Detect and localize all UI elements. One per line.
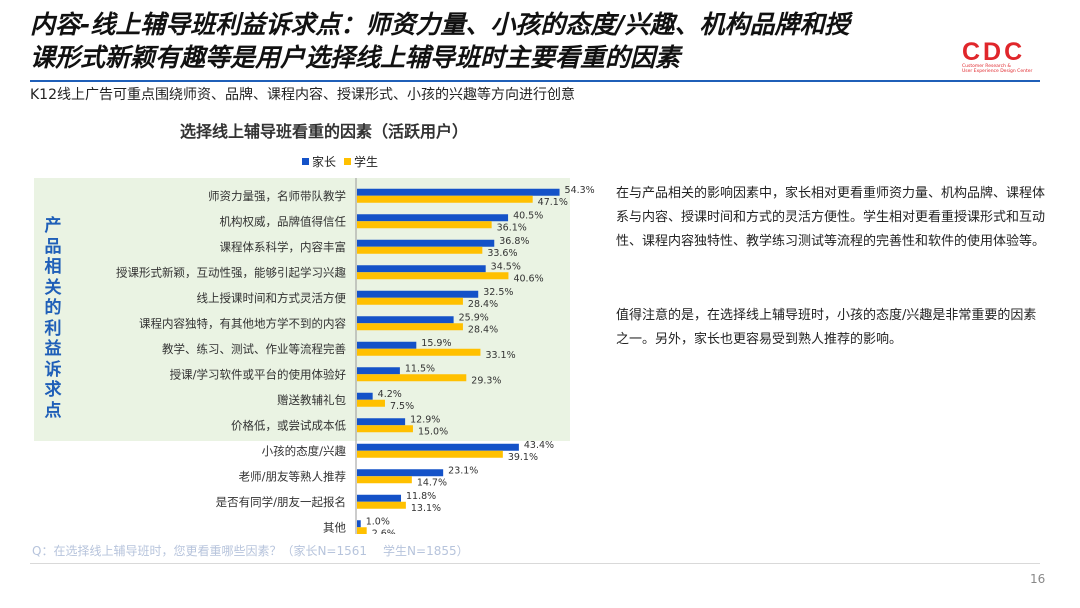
data-label-student: 15.0% (418, 426, 448, 437)
footer-divider (30, 563, 1040, 564)
logo-subtext-1: Customer Research & (962, 64, 1011, 69)
legend-item-parent: 家长 (302, 153, 336, 170)
category-label: 是否有同学/朋友一起报名 (216, 495, 346, 509)
bar-student (357, 272, 509, 280)
data-label-parent: 11.5% (405, 363, 435, 374)
legend-swatch-parent (302, 158, 309, 165)
bar-student (357, 501, 406, 509)
data-label-student: 40.6% (513, 273, 543, 284)
bar-parent (357, 265, 486, 273)
data-label-student: 33.6% (487, 248, 517, 259)
survey-question: Q：在选择线上辅导班时，您更看重哪些因素？（家长N=1561 (32, 544, 368, 558)
bar-student (357, 450, 503, 458)
bar-student (357, 476, 412, 484)
data-label-parent: 1.0% (366, 516, 390, 527)
bar-parent (357, 316, 454, 324)
bar-parent (357, 418, 406, 426)
category-label: 授课形式新颖，互动性强，能够引起学习兴趣 (116, 265, 346, 279)
bar-student (357, 246, 483, 254)
data-label-student: 28.4% (468, 299, 498, 310)
category-label: 线上授课时间和方式灵活方便 (197, 291, 347, 305)
data-label-student: 39.1% (508, 452, 538, 463)
bar-parent (357, 290, 479, 298)
page-title: 内容-线上辅导班利益诉求点：师资力量、小孩的态度/兴趣、机构品牌和授 课形式新颖… (30, 8, 930, 74)
legend-item-student: 学生 (344, 153, 378, 170)
data-label-parent: 36.8% (499, 236, 529, 247)
bar-parent (357, 214, 509, 222)
student-sample-size: 学生N=1855） (383, 544, 469, 558)
data-label-parent: 32.5% (483, 287, 513, 298)
data-label-student: 29.3% (471, 375, 501, 386)
data-label-student: 2.6% (372, 528, 396, 534)
category-label: 师资力量强，名师带队教学 (208, 189, 346, 203)
data-label-student: 33.1% (485, 350, 515, 361)
bar-parent (357, 392, 373, 400)
data-label-parent: 54.3% (565, 185, 595, 196)
data-label-parent: 4.2% (378, 389, 402, 400)
bar-parent (357, 520, 361, 528)
survey-question-note: Q：在选择线上辅导班时，您更看重哪些因素？（家长N=1561 学生N=1855） (32, 542, 469, 559)
page-title-line-1: 内容-线上辅导班利益诉求点：师资力量、小孩的态度/兴趣、机构品牌和授 (30, 10, 850, 39)
data-label-parent: 25.9% (459, 312, 489, 323)
category-label: 价格低，或尝试成本低 (231, 418, 346, 432)
data-label-parent: 43.4% (524, 440, 554, 451)
data-label-parent: 34.5% (491, 261, 521, 272)
logo-subtext-2: User Experience Design Center (962, 69, 1033, 74)
bar-parent (357, 341, 417, 349)
logo-mark: CDC (962, 38, 1026, 66)
legend-swatch-student (344, 158, 352, 165)
bar-parent (357, 443, 519, 451)
bar-student (357, 323, 463, 331)
data-label-student: 47.1% (538, 197, 568, 208)
chart-title: 选择线上辅导班看重的因素（活跃用户） (180, 122, 469, 141)
cdc-logo: CDC Customer Research & User Experience … (962, 38, 1036, 75)
category-label: 小孩的态度/兴趣 (262, 444, 347, 458)
category-label: 赠送教辅礼包 (277, 393, 346, 407)
page-number: 16 (1030, 572, 1046, 586)
bar-student (357, 195, 533, 203)
data-label-parent: 11.8% (406, 491, 436, 502)
data-label-student: 28.4% (468, 324, 498, 335)
bar-student (357, 374, 467, 382)
bar-parent (357, 239, 495, 247)
insight-paragraph-1: 在与产品相关的影响因素中，家长相对更看重师资力量、机构品牌、课程体系与内容、授课… (616, 186, 1046, 249)
category-label: 老师/朋友等熟人推荐 (239, 469, 346, 483)
chart-legend: 家长 学生 (302, 153, 378, 170)
data-label-student: 14.7% (417, 477, 447, 488)
data-label-parent: 40.5% (513, 210, 543, 221)
bar-student (357, 297, 463, 305)
bar-student (357, 425, 413, 433)
category-label: 授课/学习软件或平台的使用体验好 (170, 367, 347, 381)
data-label-parent: 23.1% (448, 465, 478, 476)
bar-parent (357, 367, 400, 375)
bar-student (357, 527, 367, 534)
category-label: 其他 (323, 520, 346, 534)
bar-student (357, 348, 481, 356)
category-label: 课程体系科学，内容丰富 (220, 240, 347, 254)
page-subtitle: K12线上广告可重点围绕师资、品牌、课程内容、授课形式、小孩的兴趣等方向进行创意 (30, 87, 575, 103)
bar-parent (357, 469, 444, 477)
side-category-label: 产品相关的利益诉求点 (44, 216, 62, 421)
data-label-parent: 12.9% (410, 414, 440, 425)
legend-label-parent: 家长 (312, 155, 337, 169)
page-title-line-2: 课形式新颖有趣等是用户选择线上辅导班时主要看重的因素 (30, 43, 681, 72)
data-label-student: 7.5% (390, 401, 414, 412)
insight-paragraph-2: 值得注意的是，在选择线上辅导班时，小孩的态度/兴趣是非常重要的因素之一。另外，家… (616, 308, 1037, 347)
bar-student (357, 399, 385, 407)
data-label-student: 13.1% (411, 503, 441, 514)
category-label: 教学、练习、测试、作业等流程完善 (162, 342, 346, 356)
bar-student (357, 221, 492, 229)
category-label: 课程内容独特，有其他地方学不到的内容 (139, 316, 346, 330)
category-label: 机构权威，品牌值得信任 (220, 214, 347, 228)
header-divider (30, 80, 1040, 82)
bar-parent (357, 188, 560, 196)
legend-label-student: 学生 (354, 155, 379, 169)
bar-parent (357, 494, 402, 502)
bar-chart: 师资力量强，名师带队教学 54.3%47.1%机构权威，品牌值得信任 40.5%36… (34, 178, 595, 534)
data-label-parent: 15.9% (421, 338, 451, 349)
data-label-student: 36.1% (497, 222, 527, 233)
